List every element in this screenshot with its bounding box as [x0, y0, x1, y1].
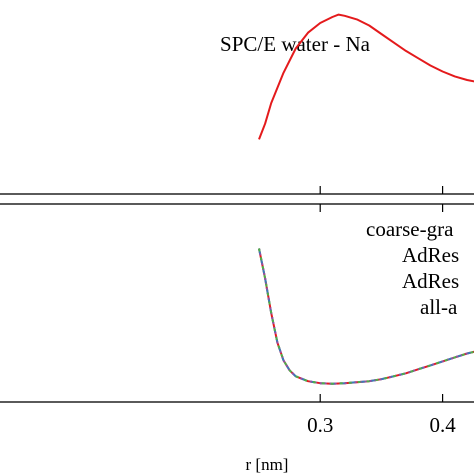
x-tick-label-1: 0.3	[307, 413, 333, 437]
x-tick-label-2: 0.4	[429, 413, 456, 437]
top-panel-frame	[0, 193, 474, 195]
series-line-panel2-3	[258, 248, 474, 385]
x-axis-ticks: 0.30.40.50.6	[307, 186, 456, 437]
series-line-panel1-1	[258, 13, 474, 140]
legend: coarse-gra AdRes AdRes all-a	[366, 217, 459, 319]
top-panel: SPC/E water - Na	[0, 13, 474, 195]
legend-entry-4: all-a	[420, 295, 458, 319]
top-panel-title: SPC/E water - Na	[220, 32, 371, 56]
legend-entry-3: AdRes	[402, 269, 459, 293]
x-axis-label: r [nm]	[246, 455, 289, 474]
legend-entry-2: AdRes	[402, 243, 459, 267]
top-series-group	[258, 13, 474, 140]
bottom-series-group	[258, 248, 474, 385]
bottom-panel-frame	[0, 203, 474, 403]
bottom-panel: coarse-gra AdRes AdRes all-a 0.30.40.50.…	[0, 186, 474, 474]
legend-entry-1: coarse-gra	[366, 217, 454, 241]
